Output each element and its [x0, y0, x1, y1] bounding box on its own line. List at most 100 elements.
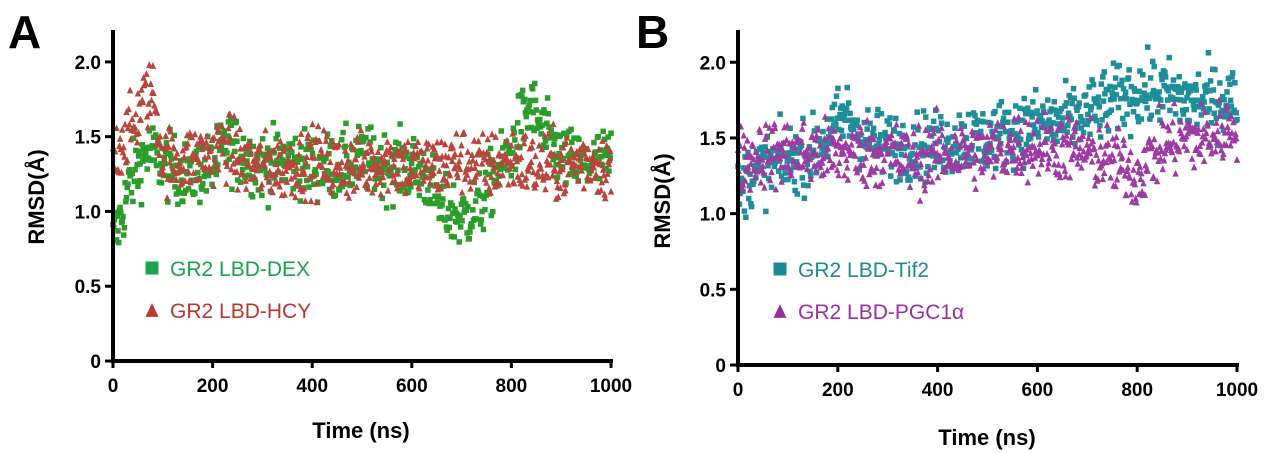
data-point	[817, 163, 825, 171]
data-point	[876, 143, 884, 151]
data-point	[968, 141, 975, 148]
data-point	[384, 138, 391, 145]
data-point	[289, 140, 296, 147]
data-point	[857, 156, 863, 163]
data-point	[538, 145, 546, 153]
data-point	[527, 158, 535, 166]
data-point	[372, 176, 378, 182]
data-point	[375, 162, 382, 170]
data-point	[972, 112, 978, 119]
data-point	[1090, 81, 1097, 88]
data-point	[1010, 154, 1016, 160]
data-point	[240, 135, 247, 142]
data-point	[303, 153, 311, 161]
data-point	[444, 181, 452, 189]
data-point	[856, 123, 864, 131]
data-point	[560, 143, 567, 151]
data-point	[1147, 116, 1153, 122]
data-point	[956, 142, 964, 150]
data-point	[1233, 110, 1240, 116]
data-point	[140, 158, 146, 164]
data-point	[176, 158, 184, 166]
data-point	[1177, 117, 1184, 125]
data-point	[458, 188, 466, 196]
data-point	[843, 105, 850, 111]
data-point	[1029, 162, 1037, 169]
data-point	[543, 156, 551, 164]
data-point	[367, 143, 375, 151]
data-point	[1070, 123, 1078, 131]
data-point	[468, 151, 476, 158]
data-point	[1024, 178, 1032, 186]
data-point	[287, 143, 294, 151]
data-point	[1086, 84, 1092, 90]
data-point	[191, 130, 199, 138]
data-point	[518, 170, 526, 178]
data-point	[846, 133, 853, 139]
data-point	[1026, 120, 1033, 128]
data-point	[850, 126, 857, 133]
data-point	[156, 151, 163, 159]
data-point	[233, 130, 240, 137]
data-point	[304, 163, 311, 170]
data-point	[224, 133, 231, 139]
data-point	[185, 186, 192, 192]
data-point	[760, 149, 766, 156]
data-point	[154, 150, 160, 156]
data-point	[242, 177, 249, 184]
data-point	[498, 128, 505, 134]
data-point	[402, 147, 410, 154]
data-point	[523, 113, 529, 120]
data-point	[1003, 156, 1010, 164]
data-point	[764, 147, 771, 154]
data-point	[242, 185, 250, 192]
data-point	[120, 143, 127, 151]
data-point	[866, 140, 873, 147]
data-point	[438, 138, 445, 145]
data-point	[1033, 116, 1041, 124]
data-point	[925, 171, 932, 179]
data-point	[1067, 138, 1074, 145]
data-point	[541, 110, 548, 116]
data-point	[606, 156, 613, 164]
data-point	[537, 164, 545, 172]
data-point	[800, 115, 806, 122]
data-point	[1042, 138, 1049, 145]
data-point	[547, 160, 554, 168]
data-point	[1192, 81, 1199, 88]
data-point	[193, 148, 200, 155]
data-point	[203, 138, 210, 146]
data-point	[508, 173, 515, 179]
data-point	[524, 125, 531, 131]
data-point	[490, 164, 497, 172]
data-point	[544, 95, 551, 101]
data-point	[443, 224, 450, 230]
data-point	[1083, 151, 1090, 159]
data-point	[454, 173, 462, 181]
data-point	[823, 166, 831, 174]
data-point	[1127, 101, 1133, 108]
data-point	[915, 127, 921, 133]
data-point	[981, 151, 988, 159]
data-point	[937, 113, 944, 120]
data-point	[1149, 91, 1155, 98]
data-point	[1007, 130, 1014, 138]
data-point	[1085, 144, 1093, 152]
data-point	[452, 206, 458, 212]
data-point	[738, 175, 745, 182]
data-point	[1000, 115, 1007, 122]
data-point	[529, 137, 536, 145]
data-point	[804, 161, 810, 168]
data-point	[134, 161, 140, 168]
data-point	[1216, 111, 1224, 119]
data-point	[1006, 136, 1014, 144]
data-point	[748, 200, 754, 207]
data-point	[862, 153, 870, 161]
data-point	[212, 162, 219, 169]
data-point	[231, 138, 237, 144]
data-point	[927, 126, 933, 132]
data-point	[1130, 100, 1136, 106]
data-point	[125, 105, 132, 113]
data-point	[251, 173, 259, 181]
data-point	[1224, 89, 1230, 95]
